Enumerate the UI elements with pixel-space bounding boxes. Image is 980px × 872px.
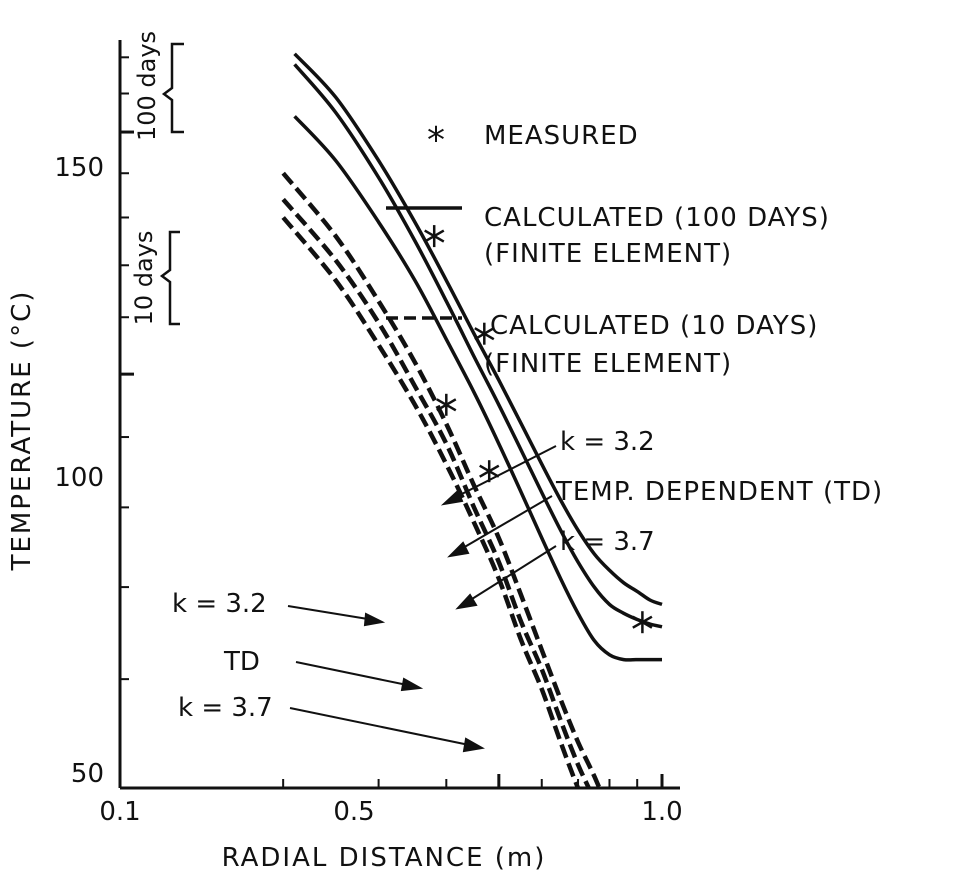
legend-measured-label: MEASURED (484, 121, 639, 151)
series-line-4 (281, 197, 592, 788)
legend-measured-symbol: * (427, 120, 445, 161)
measured-point-0 (424, 225, 445, 248)
arrow-10d-k37-head (462, 737, 485, 753)
arrow-100d-k37 (463, 545, 557, 605)
arrow-100d-td-head (447, 541, 470, 558)
legend-calc10-label-2: (FINITE ELEMENT) (484, 349, 732, 379)
arrow-100d-k32-head (440, 489, 464, 506)
y-axis-title: TEMPERATURE (°C) (7, 290, 37, 572)
legend-calc10-label-1: CALCULATED (10 DAYS) (490, 311, 818, 341)
arrow-100d-k37-head (455, 593, 478, 610)
annotation-100d-td: TEMP. DEPENDENT (TD) (555, 477, 883, 507)
arrow-10d-k37 (289, 707, 475, 747)
series-line-1 (293, 63, 663, 629)
arrow-100d-td (455, 495, 553, 553)
arrow-10d-td-head (400, 677, 424, 692)
measured-point-3 (479, 460, 500, 483)
series-line-2 (293, 115, 662, 662)
x-tick-label-2: 1.0 (641, 797, 682, 827)
series-layer (281, 52, 663, 788)
annotation-arrows (287, 445, 557, 753)
x-axis-title: RADIAL DISTANCE (m) (222, 843, 547, 872)
annotation-10d-k32: k = 3.2 (172, 589, 267, 619)
series-line-5 (281, 216, 581, 788)
y-tick-label-1: 100 (54, 463, 104, 493)
measured-point-1 (474, 322, 495, 345)
annotation-100d-k37: k = 3.7 (560, 527, 655, 557)
measured-markers (424, 225, 653, 634)
legend: * MEASURED CALCULATED (100 DAYS) (FINITE… (386, 120, 830, 379)
arrow-10d-k32-head (363, 612, 386, 627)
annotation-10d-td: TD (223, 647, 260, 677)
legend-calc100-label-2: (FINITE ELEMENT) (484, 239, 732, 269)
axis-ticks (118, 56, 664, 790)
bracket-100-days-label: 100 days (133, 31, 161, 141)
bracket-10-days-label: 10 days (130, 231, 158, 326)
arrow-10d-td (295, 661, 413, 687)
x-tick-label-0: 0.1 (99, 797, 140, 827)
series-line-3 (281, 171, 602, 788)
annotation-10d-k37: k = 3.7 (178, 693, 273, 723)
arrow-100d-k32 (449, 445, 557, 501)
legend-calc100-label-1: CALCULATED (100 DAYS) (484, 203, 830, 233)
annotation-100d-k32: k = 3.2 (560, 427, 655, 457)
arrow-10d-k32 (287, 605, 375, 621)
x-tick-label-1: 0.5 (333, 797, 374, 827)
measured-point-2 (436, 393, 457, 416)
bracket-10-days (159, 230, 180, 326)
series-line-0 (293, 52, 663, 607)
y-tick-label-2: 150 (54, 153, 104, 183)
y-tick-label-0: 50 (71, 759, 104, 789)
measured-point-4 (632, 611, 653, 634)
bracket-100-days (161, 42, 184, 134)
